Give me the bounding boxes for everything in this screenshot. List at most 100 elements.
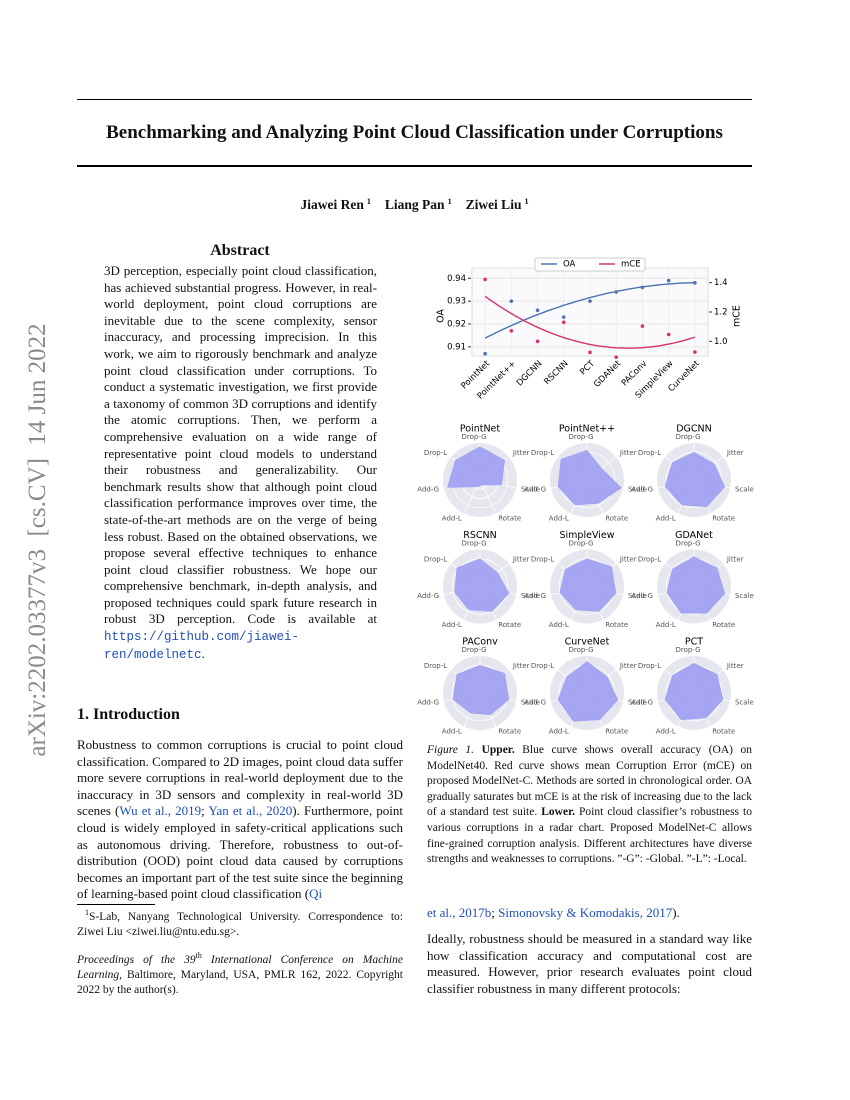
radar-axis-label: Rotate bbox=[498, 728, 521, 736]
radar-axis-label: Rotate bbox=[498, 621, 521, 629]
text-text: Ziwei Liu bbox=[465, 197, 522, 212]
figure-caption: Figure 1. Upper. Blue curve shows overal… bbox=[427, 743, 752, 868]
legend-label: OA bbox=[563, 260, 576, 270]
trend-line bbox=[484, 295, 696, 349]
radar-axis-label: Rotate bbox=[498, 515, 521, 523]
radar-axis-label: Drop-L bbox=[638, 662, 661, 670]
x-tick-label: PCT bbox=[578, 358, 597, 377]
paper-title: Benchmarking and Analyzing Point Cloud C… bbox=[106, 122, 723, 143]
y2-tick-label: 1.4 bbox=[714, 278, 728, 288]
radar-area bbox=[557, 661, 619, 722]
radar-axis-label: Scale bbox=[521, 592, 540, 600]
data-point bbox=[509, 299, 514, 303]
text-sup: th bbox=[195, 951, 202, 960]
radar-axis-label: Jitter bbox=[726, 556, 744, 564]
radar-title: GDANet bbox=[675, 530, 713, 541]
y-tick-label: 0.92 bbox=[447, 320, 466, 330]
radar-axis-label: Drop-L bbox=[424, 556, 447, 564]
radar-axis-label: Rotate bbox=[712, 621, 735, 629]
text-text: ; bbox=[491, 905, 499, 920]
radar-axis-label: Drop-G bbox=[568, 433, 593, 441]
radar-axis-label: Drop-L bbox=[531, 556, 554, 564]
y2-axis-label: mCE bbox=[732, 305, 743, 327]
radar-axis-label: Scale bbox=[521, 486, 540, 494]
radar-area bbox=[447, 446, 505, 488]
data-point bbox=[640, 285, 645, 290]
text-bold: Upper. bbox=[481, 744, 515, 756]
legend-box bbox=[534, 257, 646, 272]
text-text bbox=[474, 744, 482, 756]
radar-title: RSCNN bbox=[463, 530, 496, 541]
radar-axis-label: Rotate bbox=[712, 728, 735, 736]
radar-title: CurveNet bbox=[565, 637, 610, 648]
intro-text: Robustness to common corruptions is cruc… bbox=[77, 737, 403, 903]
text-code[interactable]: https://github.com/jiawei-ren/modelnetc bbox=[104, 630, 300, 662]
radar-axis-label: Scale bbox=[735, 486, 754, 494]
text-cite[interactable]: Yan et al., 2020 bbox=[208, 803, 293, 819]
radar-axis-label: Drop-G bbox=[675, 646, 700, 654]
radar-axis-label: Jitter bbox=[619, 662, 637, 670]
text-cite[interactable]: Simonovsky & Komodakis, 2017 bbox=[498, 905, 673, 920]
radar-axis-label: Jitter bbox=[726, 662, 744, 670]
radar-area bbox=[452, 664, 510, 716]
radar-title: PointNet++ bbox=[559, 424, 615, 435]
radar-axis-label: Drop-L bbox=[638, 556, 661, 564]
text-cite[interactable]: Qi bbox=[309, 886, 323, 902]
footnote: 1S-Lab, Nanyang Technological University… bbox=[77, 909, 403, 940]
radar-title: PAConv bbox=[462, 637, 498, 648]
title-rule bbox=[77, 165, 752, 167]
radar-axis-label: Scale bbox=[521, 699, 540, 707]
radar-axis-label: Drop-G bbox=[568, 646, 593, 654]
data-point bbox=[483, 277, 487, 282]
abstract-text: 3D perception, especially point cloud cl… bbox=[104, 263, 377, 663]
radar-axis-label: Add-L bbox=[442, 621, 462, 629]
data-point bbox=[561, 320, 566, 325]
text-text: ). bbox=[672, 905, 680, 920]
text-sup: 1 bbox=[524, 197, 529, 206]
radar-axis-label: Jitter bbox=[512, 556, 530, 564]
data-point bbox=[588, 350, 592, 355]
radar-axis-label: Add-G bbox=[524, 699, 546, 707]
text-text: S-Lab, Nanyang Technological University.… bbox=[77, 911, 403, 938]
radar-area bbox=[666, 556, 726, 614]
data-point bbox=[561, 315, 566, 319]
data-point bbox=[614, 355, 619, 359]
radar-axis-label: Scale bbox=[628, 486, 647, 494]
text-cite[interactable]: Wu et al., 2019 bbox=[119, 803, 202, 819]
data-point bbox=[666, 278, 671, 283]
radar-axis-label: Scale bbox=[735, 699, 754, 707]
radar-axis-label: Add-L bbox=[656, 515, 676, 523]
radar-axis-label: Jitter bbox=[619, 449, 637, 457]
radar-title: PointNet bbox=[460, 424, 501, 435]
legend-label: mCE bbox=[621, 260, 641, 270]
text-text: ; bbox=[201, 803, 209, 819]
data-point bbox=[640, 324, 645, 328]
radar-axis-label: Jitter bbox=[512, 449, 530, 457]
data-point bbox=[535, 308, 540, 313]
radar-axis-label: Drop-L bbox=[531, 662, 554, 670]
text-text: Blue curve shows overall accuracy (OA) o… bbox=[427, 744, 753, 819]
radar-axis-label: Rotate bbox=[712, 515, 735, 523]
text-cite[interactable]: et al., 2017b bbox=[427, 905, 492, 920]
text-text: Robustness to common corruptions is cruc… bbox=[77, 737, 403, 819]
radar-axis-label: Add-G bbox=[524, 486, 546, 494]
radar-axis-label: Rotate bbox=[605, 621, 628, 629]
data-point bbox=[535, 339, 540, 344]
x-tick-label: DGCNN bbox=[515, 359, 545, 389]
y-tick-label: 0.94 bbox=[447, 274, 466, 284]
radar-axis-label: Add-L bbox=[442, 728, 462, 736]
radar-axis-label: Add-G bbox=[631, 486, 653, 494]
text-text: Liang Pan bbox=[384, 197, 445, 212]
radar-spoke bbox=[479, 479, 497, 514]
radar-axis-label: Drop-G bbox=[461, 433, 486, 441]
x-tick-label: GDANet bbox=[592, 358, 623, 389]
y2-tick-label: 1.2 bbox=[714, 308, 728, 318]
radar-area bbox=[557, 450, 622, 506]
y2-tick-label: 1.0 bbox=[714, 337, 728, 347]
text-text: , Baltimore, Maryland, USA, PMLR 162, 20… bbox=[77, 969, 403, 996]
text-text: 3D perception, especially point cloud cl… bbox=[104, 263, 377, 627]
data-point bbox=[614, 290, 619, 294]
radar-axis-label: Jitter bbox=[512, 662, 530, 670]
radar-axis-label: Scale bbox=[735, 592, 754, 600]
radar-axis-label: Add-G bbox=[417, 486, 439, 494]
